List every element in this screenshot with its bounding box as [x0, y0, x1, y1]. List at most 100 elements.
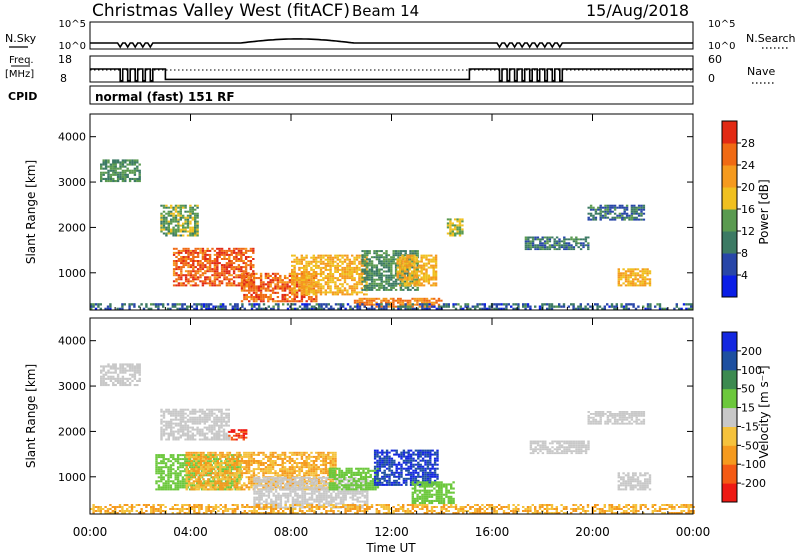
power-cell: [192, 284, 195, 287]
velocity-cell: [240, 470, 244, 473]
power-cell: [186, 307, 189, 310]
power-cell: [620, 278, 623, 281]
power-cell: [114, 169, 117, 172]
power-cell: [291, 260, 294, 263]
velocity-cell: [208, 410, 211, 413]
power-cell: [342, 303, 345, 306]
power-cell: [334, 256, 337, 259]
power-cell: [218, 282, 221, 285]
power-cell: [351, 307, 354, 310]
power-cell: [165, 216, 168, 219]
power-cell: [401, 256, 404, 259]
power-cell: [179, 228, 182, 231]
power-cell: [401, 262, 404, 265]
power-cell: [380, 268, 383, 271]
power-cell: [200, 303, 203, 306]
velocity-cell: [245, 484, 248, 487]
velocity-cell: [305, 488, 308, 491]
power-cell: [320, 305, 323, 308]
power-cell: [339, 254, 342, 257]
power-cell: [260, 307, 263, 310]
power-cell: [529, 244, 532, 247]
power-cell: [255, 277, 258, 280]
power-cell: [329, 258, 332, 261]
power-cell: [293, 277, 296, 280]
power-cell: [353, 289, 356, 292]
power-cell: [107, 173, 110, 176]
power-cell: [397, 297, 400, 300]
velocity-cell: [182, 426, 185, 429]
velocity-cell: [202, 470, 205, 473]
velocity-cell: [203, 482, 206, 485]
velocity-cell: [179, 470, 182, 473]
power-cell: [690, 307, 693, 310]
power-cell: [366, 286, 369, 289]
power-cell: [358, 307, 362, 310]
power-cell: [524, 246, 528, 249]
velocity-cell: [214, 474, 217, 477]
power-cell: [390, 278, 393, 281]
power-cell: [336, 279, 339, 282]
power-cell: [409, 303, 412, 306]
power-cell: [238, 307, 242, 310]
velocity-cell: [317, 468, 320, 471]
power-cell: [534, 246, 537, 249]
power-cell: [343, 289, 347, 292]
power-cell: [327, 283, 330, 286]
velocity-cell: [192, 468, 196, 471]
velocity-cell: [218, 424, 221, 427]
velocity-cell: [226, 478, 229, 481]
velocity-cell: [172, 410, 175, 413]
velocity-cell: [293, 453, 296, 456]
velocity-cell: [211, 482, 215, 485]
power-cell: [174, 234, 178, 237]
velocity-cell: [226, 464, 229, 466]
power-cell: [126, 163, 129, 166]
power-cell: [213, 280, 217, 283]
velocity-cell: [228, 472, 232, 475]
power-cell: [223, 272, 226, 275]
power-cell: [142, 307, 146, 310]
power-cell: [378, 303, 381, 306]
power-cell: [196, 251, 200, 254]
power-cell: [230, 253, 233, 256]
power-cell: [680, 307, 683, 310]
velocity-cell: [205, 454, 209, 457]
power-cell: [380, 307, 383, 310]
power-cell: [648, 282, 652, 285]
power-cell: [303, 285, 306, 288]
power-cell: [194, 204, 197, 207]
power-cell: [380, 250, 383, 253]
power-cell: [237, 260, 241, 262]
power-cell: [378, 274, 381, 277]
velocity-cell: [157, 480, 161, 483]
velocity-cell: [247, 462, 251, 464]
velocity-cell: [116, 373, 120, 376]
power-cell: [406, 266, 409, 269]
power-cell: [257, 289, 260, 292]
power-cell: [630, 303, 633, 306]
power-cell: [687, 307, 690, 310]
power-cell: [283, 283, 287, 286]
power-cell: [121, 305, 124, 308]
velocity-cell: [220, 426, 223, 429]
velocity-cell: [214, 476, 217, 479]
velocity-cell: [199, 457, 203, 460]
power-cell: [119, 177, 122, 180]
velocity-cell: [198, 438, 202, 441]
power-cell: [522, 305, 525, 308]
power-cell: [196, 272, 200, 275]
power-cell: [220, 266, 224, 269]
velocity-cell: [238, 482, 241, 485]
power-cell: [422, 262, 426, 265]
power-cell: [244, 247, 248, 250]
power-cell: [293, 258, 296, 261]
power-cell: [312, 281, 315, 284]
power-cell: [184, 210, 187, 213]
power-cell: [461, 228, 464, 231]
power-cell: [315, 262, 318, 265]
power-cell: [295, 262, 299, 265]
velocity-cell: [228, 451, 232, 454]
power-cell: [399, 252, 403, 255]
velocity-cell: [206, 436, 209, 439]
